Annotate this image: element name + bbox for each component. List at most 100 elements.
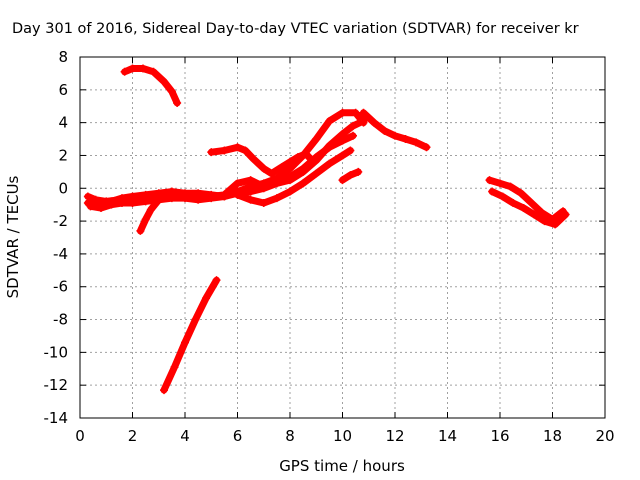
y-tick-label: 8 <box>58 48 68 66</box>
data-point <box>325 116 334 125</box>
data-point <box>160 386 168 395</box>
data-point <box>233 143 242 152</box>
data-point <box>220 190 229 199</box>
data-point <box>241 146 250 155</box>
data-point <box>325 143 334 152</box>
data-point <box>349 121 357 130</box>
data-point <box>351 108 360 117</box>
data-point <box>370 118 378 127</box>
series-arc-steep <box>160 276 220 394</box>
data-point <box>115 195 124 204</box>
data-point <box>102 197 111 206</box>
data-point <box>160 77 168 86</box>
data-point <box>346 171 355 180</box>
data-point <box>207 192 216 201</box>
data-point <box>141 215 150 224</box>
data-point <box>299 164 308 173</box>
data-point <box>246 187 255 196</box>
y-tick-label: 0 <box>58 179 68 197</box>
data-point <box>312 135 321 144</box>
data-point <box>86 202 95 211</box>
data-point <box>561 210 570 219</box>
data-point <box>488 187 497 196</box>
series-arc-mid-lower <box>234 147 354 207</box>
y-tick-label: -2 <box>53 212 68 230</box>
data-point <box>154 195 163 204</box>
data-point <box>278 162 287 171</box>
x-tick-label: 8 <box>285 427 295 445</box>
y-tick-label: -10 <box>44 343 69 361</box>
data-point <box>202 294 210 303</box>
x-tick-label: 4 <box>180 427 190 445</box>
data-point <box>293 153 302 162</box>
x-tick-label: 20 <box>595 427 614 445</box>
data-point <box>338 151 347 160</box>
data-point <box>167 87 176 96</box>
data-point <box>509 199 518 208</box>
data-point <box>259 199 268 208</box>
data-point <box>325 159 334 168</box>
data-point <box>220 146 229 155</box>
data-point <box>530 210 539 219</box>
y-tick-label: -4 <box>53 245 68 263</box>
data-point <box>212 276 221 285</box>
data-point <box>391 131 399 140</box>
y-tick-label: 2 <box>58 146 68 164</box>
data-point <box>354 167 363 176</box>
y-tick-label: -12 <box>44 376 69 394</box>
data-point <box>496 179 504 188</box>
data-point <box>128 194 137 203</box>
data-point <box>412 138 420 147</box>
data-point <box>139 64 147 73</box>
data-point <box>259 164 268 173</box>
x-axis-label: GPS time / hours <box>279 457 405 475</box>
data-point <box>527 199 536 208</box>
data-point <box>146 205 155 214</box>
data-point <box>249 154 258 163</box>
data-point <box>338 108 347 117</box>
data-point <box>170 363 179 372</box>
data-point <box>91 195 100 204</box>
data-point <box>272 174 281 183</box>
data-point <box>551 220 560 229</box>
x-tick-label: 14 <box>438 427 457 445</box>
data-point <box>149 67 158 76</box>
gridlines <box>80 57 605 418</box>
data-point <box>309 158 318 167</box>
data-point <box>506 182 515 191</box>
axis-ticks: 0 2 4 6 8 10 12 14 16 18 20 -14 -12 -10 -8 -6 -4 -2 0 2 4 6 8 <box>44 48 615 445</box>
data-point <box>246 176 255 185</box>
data-point <box>540 217 549 226</box>
x-tick-label: 12 <box>385 427 404 445</box>
data-point <box>338 176 347 185</box>
y-tick-label: -6 <box>53 278 68 296</box>
data-point <box>286 187 294 196</box>
data-point <box>162 189 171 198</box>
data-point <box>301 149 310 158</box>
x-tick-label: 10 <box>333 427 352 445</box>
data-point <box>299 179 308 188</box>
data-point <box>519 203 528 212</box>
data-point <box>181 338 189 347</box>
data-point <box>194 192 203 201</box>
y-axis-label: SDTVAR / TECUs <box>4 175 22 298</box>
data-point <box>246 195 255 204</box>
data-point <box>136 226 145 235</box>
data-point <box>359 116 368 125</box>
data-point <box>207 148 216 157</box>
y-tick-label: -14 <box>44 409 69 427</box>
data-point <box>359 108 368 117</box>
data-point <box>120 67 129 76</box>
data-point <box>498 192 507 201</box>
data-point <box>286 158 294 167</box>
data-point <box>338 136 347 145</box>
data-point <box>422 143 431 152</box>
data-point <box>83 192 92 201</box>
data-point <box>312 169 321 178</box>
data-point <box>346 146 355 155</box>
data-point <box>401 135 410 144</box>
data-point <box>272 194 281 203</box>
data-series <box>83 64 570 395</box>
chart-title: Day 301 of 2016, Sidereal Day-to-day VTE… <box>12 21 579 37</box>
